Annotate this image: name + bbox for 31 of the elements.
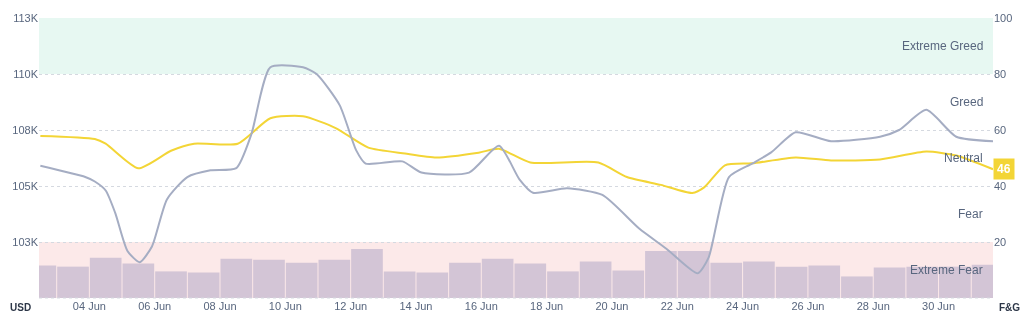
y-tick-label: 110K	[13, 67, 39, 80]
y-tick-label: 108K	[12, 123, 39, 136]
x-tick-label: 20 Jun	[595, 300, 629, 312]
x-tick-label: 24 Jun	[726, 300, 760, 312]
x-tick-label: 22 Jun	[660, 300, 694, 312]
annotation: Fear	[958, 207, 983, 221]
x-tick-label: 26 Jun	[791, 300, 825, 312]
y-tick-label: 105K	[12, 179, 39, 192]
x-tick-label: 06 Jun	[138, 300, 172, 312]
x-tick-label: 04 Jun	[72, 300, 106, 312]
x-tick-label: 12 Jun	[334, 300, 368, 312]
band-label: Extreme Greed	[902, 39, 984, 53]
y2-tick-label: 100	[994, 11, 1013, 24]
band-label: Extreme Fear	[910, 263, 983, 277]
y-tick-label: 103K	[12, 235, 39, 248]
data-label: 46	[997, 162, 1011, 176]
y2-tick-label: 40	[994, 179, 1007, 192]
x-tick-label: 08 Jun	[203, 300, 237, 312]
x-tick-label: 10 Jun	[268, 300, 302, 312]
y-axis-title: USD	[10, 302, 32, 313]
x-tick-label: 14 Jun	[399, 300, 433, 312]
y-tick-label: 113K	[13, 11, 39, 24]
annotation: Greed	[950, 95, 984, 109]
x-tick-label: 30 Jun	[922, 300, 956, 312]
y2-tick-label: 60	[994, 123, 1007, 136]
x-tick-label: 16 Jun	[464, 300, 498, 312]
x-tick-label: 18 Jun	[530, 300, 564, 312]
x-tick-label: 28 Jun	[856, 300, 890, 312]
y2-tick-label: 80	[994, 67, 1007, 80]
y2-axis-title: F&G	[999, 302, 1021, 313]
y2-tick-label: 20	[994, 235, 1007, 248]
